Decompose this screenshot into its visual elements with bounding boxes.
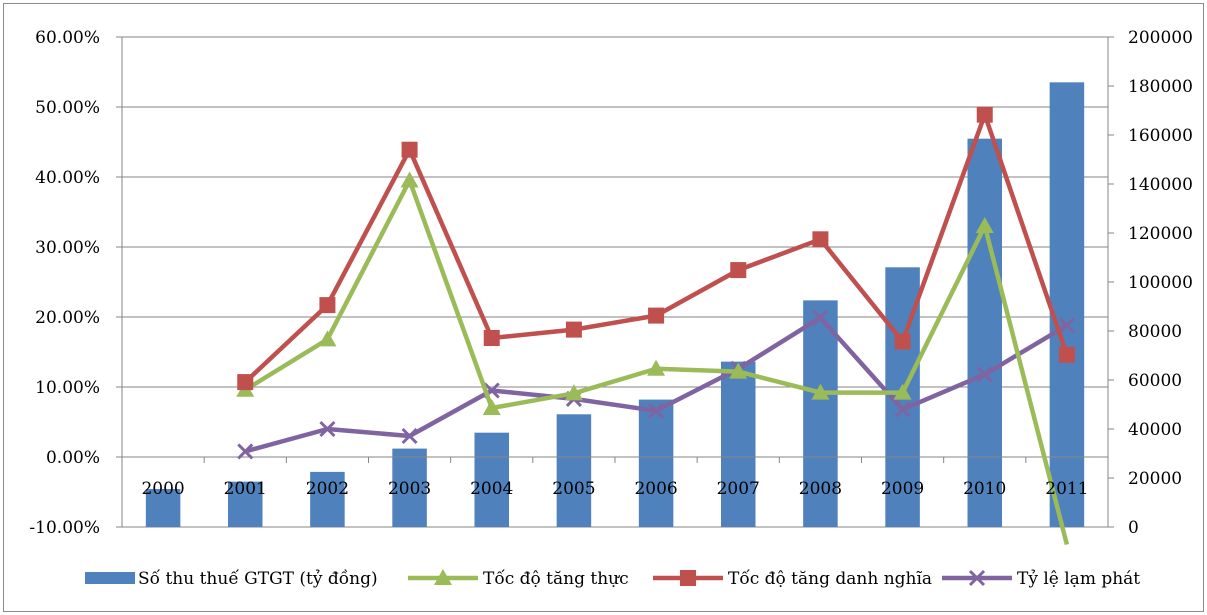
line-marker [647,359,666,376]
legend-label: Tốc độ tăng danh nghĩa [728,569,932,589]
line-marker [1058,317,1075,334]
line-marker [894,401,911,418]
legend-label: Tỷ lệ lạm phát [1017,569,1140,589]
line-marker [318,330,337,347]
line-marker [319,297,336,314]
category-label: 2003 [388,479,431,499]
legend-label: Tốc độ tăng thực [483,569,629,589]
line-marker [482,399,501,415]
right-tick-label: 160000 [1128,126,1193,146]
category-label: 2009 [881,479,924,499]
line-series [236,106,1075,546]
left-tick-label: 40.00% [35,168,100,188]
category-label: 2007 [717,479,760,499]
category-label: 2010 [963,479,1006,499]
line-marker [729,362,748,379]
right-tick-label: 120000 [1128,224,1193,244]
line-marker [237,443,254,460]
line-marker [812,231,829,248]
right-tick-label: 60000 [1128,371,1182,391]
left-tick-label: 60.00% [35,28,100,48]
right-tick-label: 80000 [1128,322,1182,342]
line-marker [648,402,665,419]
line-marker [968,569,986,587]
line-marker [401,141,418,158]
line-marker [565,321,582,338]
bar [310,471,345,527]
category-label: 2005 [552,479,595,499]
right-tick-label: 100000 [1128,273,1193,293]
bar [227,481,263,527]
right-tick-label: 200000 [1128,28,1193,48]
line-marker [564,384,583,401]
tick-labels: -10.00% 0.00% 10.00% 20.00% 30.00% 40.00% 50.0… [29,28,1192,538]
series-line [243,112,1070,384]
bar [145,489,181,527]
left-tick-label: -10.00% [29,518,100,538]
line-marker [976,106,993,123]
line-marker [811,383,830,400]
line-marker [893,383,912,400]
bar [556,414,592,527]
category-label: 2002 [306,479,349,499]
gridlines [122,36,1108,528]
line-marker [976,366,993,383]
line-marker [730,262,747,279]
line-marker [648,307,665,324]
bar [392,448,427,527]
line-marker [680,570,696,586]
category-label: 2011 [1045,479,1088,499]
legend: Số thu thuế GTGT (tỷ đồng) Tốc độ tăng th… [85,569,1140,589]
line-marker [319,420,336,438]
line-marker [400,171,419,188]
legend-label: Số thu thuế GTGT (tỷ đồng) [138,569,378,589]
left-tick-label: 50.00% [35,98,100,118]
right-tick-label: 20000 [1128,469,1182,489]
line-marker [894,333,911,350]
line-marker [812,309,829,326]
axes [116,36,1114,528]
category-label: 2006 [634,479,677,499]
legend-swatch [85,572,135,584]
line-marker [1058,346,1075,363]
line-marker [237,374,254,391]
right-tick-label: 0 [1128,518,1139,538]
category-label: 2008 [799,479,842,499]
category-label: 2000 [141,479,184,499]
bar [1049,82,1085,527]
right-tick-label: 180000 [1128,77,1193,97]
line-marker [401,427,418,445]
bar [474,432,510,527]
bar [638,399,674,527]
bar [720,361,756,527]
line-marker [975,217,994,233]
bar [803,300,838,527]
bar [967,138,1003,528]
right-tick-label: 140000 [1128,175,1193,195]
line-marker [434,569,452,585]
line-marker [483,330,500,346]
left-tick-label: 30.00% [35,238,100,258]
category-label: 2001 [224,479,267,499]
right-tick-label: 40000 [1128,420,1182,440]
left-tick-label: 10.00% [35,378,100,398]
left-tick-label: 0.00% [46,448,100,468]
category-label: 2004 [470,479,513,499]
left-tick-label: 20.00% [35,308,100,328]
